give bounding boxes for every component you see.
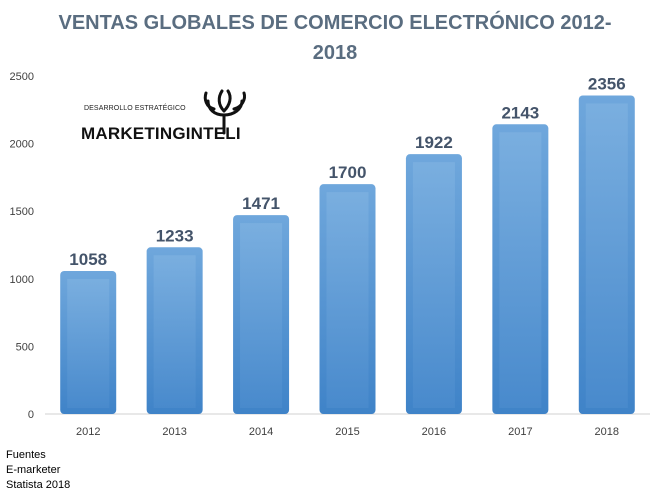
- y-axis: 0 500 1000 1500 2000 2500: [10, 71, 34, 421]
- bars: [60, 95, 635, 414]
- data-label: 1058: [69, 250, 107, 269]
- x-tick-label: 2016: [422, 426, 446, 438]
- data-label: 1233: [156, 226, 194, 245]
- sources-label: Fuentes: [6, 449, 46, 461]
- data-label: 1922: [415, 133, 453, 152]
- logo-name: MARKETINGINTELI: [81, 124, 241, 143]
- x-tick-label: 2013: [162, 426, 186, 438]
- logo-subtitle: DESARROLLO ESTRATÉGICO: [84, 105, 186, 112]
- x-axis: 2012 2013 2014 2015 2016 2017 2018: [45, 413, 650, 438]
- chart-title: VENTAS GLOBALES DE COMERCIO ELECTRÓNICO …: [58, 12, 612, 64]
- x-tick-label: 2018: [595, 426, 619, 438]
- data-label: 1700: [329, 163, 367, 182]
- source-statista: Statista 2018: [6, 479, 71, 491]
- bar-highlight: [412, 162, 455, 408]
- bar-highlight: [326, 192, 369, 408]
- data-labels: 1058 1233 1471 1700 1922 2143 2356: [69, 74, 625, 268]
- sources: Fuentes E-marketer Statista 2018: [6, 448, 70, 493]
- x-tick-label: 2015: [335, 426, 359, 438]
- y-tick-label: 500: [16, 341, 34, 353]
- bar-highlight: [240, 223, 283, 408]
- data-label: 2143: [501, 103, 539, 122]
- data-label: 1471: [242, 194, 280, 213]
- y-tick-label: 1000: [10, 274, 34, 286]
- y-tick-label: 1500: [10, 206, 34, 218]
- source-emarketer: E-marketer: [6, 464, 61, 476]
- x-tick-label: 2017: [508, 426, 532, 438]
- x-tick-label: 2014: [249, 426, 273, 438]
- x-tick-label: 2012: [76, 426, 100, 438]
- tree-icon: [203, 89, 246, 135]
- y-tick-label: 2000: [10, 139, 34, 151]
- bar-highlight: [153, 255, 196, 408]
- bar-highlight: [499, 132, 542, 408]
- y-tick-label: 0: [28, 409, 34, 421]
- data-label: 2356: [588, 74, 626, 93]
- bar-highlight: [585, 103, 628, 408]
- y-tick-label: 2500: [10, 71, 34, 83]
- bar-highlight: [67, 278, 110, 408]
